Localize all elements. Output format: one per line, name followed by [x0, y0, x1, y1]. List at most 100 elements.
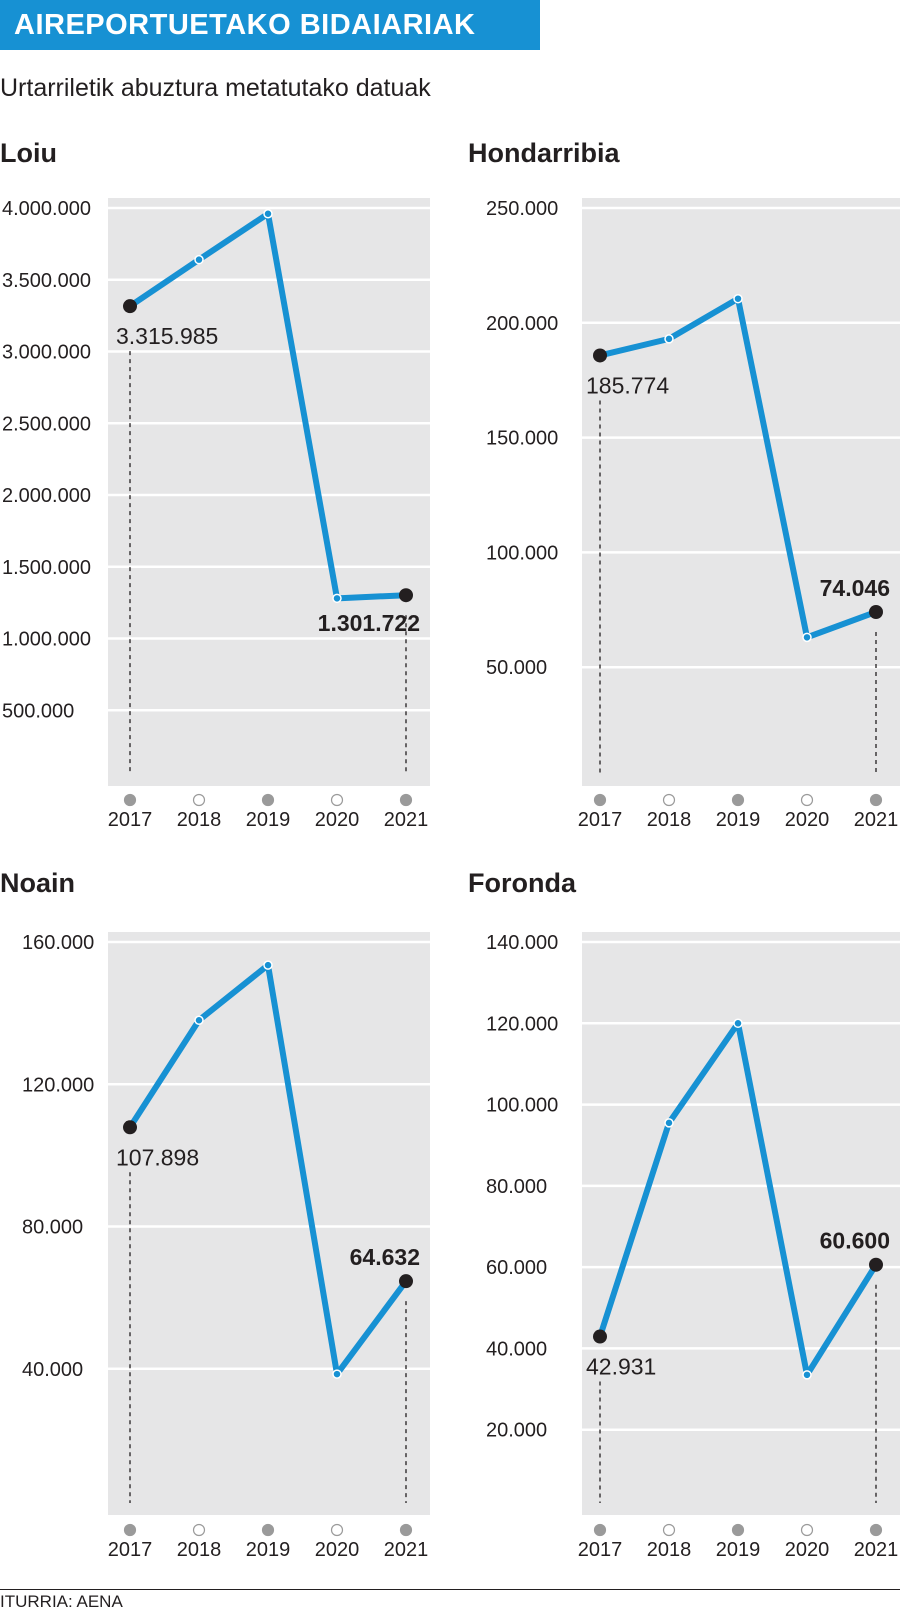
- title-banner: AIREPORTUETAKO BIDAIARIAK: [0, 0, 540, 50]
- x-tick-label: 2017: [578, 1539, 623, 1561]
- data-point-2021: [399, 588, 413, 603]
- x-tick-label: 2021: [854, 1539, 899, 1561]
- chart-panel-foronda: 20.000 40.000 60.000 80.000 100.000 120.000 14…: [468, 868, 900, 1561]
- y-tick-label: 120.000: [486, 1013, 558, 1035]
- x-tick-label: 2017: [108, 1539, 153, 1561]
- x-tick-label: 2019: [716, 1539, 761, 1561]
- year-dot: [731, 793, 745, 807]
- data-point-2021: [399, 1274, 413, 1289]
- year-dot: [399, 793, 413, 807]
- x-tick-label: 2017: [108, 809, 153, 831]
- year-dot: [731, 1523, 745, 1537]
- data-label: 107.898: [116, 1144, 199, 1170]
- panel-title: Loiu: [0, 138, 57, 168]
- y-tick-label: 2.500.000: [2, 413, 91, 435]
- year-dot: [261, 793, 275, 807]
- data-point-2018: [194, 1015, 204, 1025]
- data-point-2018: [194, 254, 204, 265]
- data-point-2017: [593, 348, 607, 363]
- x-tick-label: 2019: [246, 1539, 291, 1561]
- plot-background: [108, 198, 430, 786]
- year-dot: [869, 793, 883, 807]
- data-point-2021: [869, 604, 883, 619]
- data-label: 74.046: [820, 575, 890, 601]
- y-tick-label: 3.500.000: [2, 270, 91, 292]
- data-point-2019: [263, 960, 273, 970]
- y-tick-label: 100.000: [486, 542, 558, 564]
- data-point-2018: [664, 334, 674, 344]
- data-point-2020: [332, 1369, 342, 1379]
- x-tick-label: 2020: [315, 809, 360, 831]
- data-point-2019: [733, 1018, 743, 1029]
- plot-background: [582, 198, 900, 786]
- x-tick-label: 2020: [785, 809, 830, 831]
- year-dot: [123, 1523, 137, 1537]
- x-tick-label: 2018: [647, 809, 692, 831]
- x-tick-label: 2019: [716, 809, 761, 831]
- chart-panel-noain: 40.000 80.000 120.000 160.000 Noain 107.898 64…: [0, 868, 430, 1561]
- year-dot: [662, 1523, 676, 1537]
- x-tick-label: 2021: [854, 809, 899, 831]
- y-tick-label: 40.000: [486, 1338, 547, 1360]
- y-tick-label: 250.000: [486, 198, 558, 220]
- year-dot: [330, 1523, 344, 1537]
- y-tick-label: 200.000: [486, 313, 558, 335]
- y-tick-label: 120.000: [22, 1074, 94, 1096]
- y-tick-label: 40.000: [22, 1359, 83, 1381]
- year-dot: [593, 1523, 607, 1537]
- plot-background: [108, 932, 430, 1515]
- chart-panel-loiu: 500.000 1.000.000 1.500.000 2.000.000 2.500.…: [0, 138, 430, 831]
- data-point-2020: [802, 632, 812, 643]
- y-tick-label: 80.000: [486, 1176, 547, 1198]
- y-tick-label: 140.000: [486, 932, 558, 954]
- y-tick-label: 80.000: [22, 1217, 83, 1239]
- page-title: AIREPORTUETAKO BIDAIARIAK: [14, 8, 476, 41]
- data-point-2018: [664, 1118, 674, 1128]
- y-tick-label: 2.000.000: [2, 485, 91, 507]
- data-label: 64.632: [350, 1244, 420, 1270]
- y-tick-label: 3.000.000: [2, 342, 91, 364]
- year-dot: [800, 793, 814, 807]
- panel-title: Foronda: [468, 868, 577, 898]
- year-dot: [593, 793, 607, 807]
- data-point-2020: [332, 593, 342, 604]
- x-tick-label: 2021: [384, 809, 429, 831]
- footer-divider: [0, 1589, 900, 1590]
- year-dot: [123, 793, 137, 807]
- x-tick-label: 2019: [246, 809, 291, 831]
- data-label: 185.774: [586, 372, 669, 398]
- y-tick-label: 1.000.000: [2, 629, 91, 651]
- year-dot: [800, 1523, 814, 1537]
- year-dot: [192, 1523, 206, 1537]
- y-tick-label: 20.000: [486, 1420, 547, 1442]
- x-tick-label: 2021: [384, 1539, 429, 1561]
- x-tick-label: 2017: [578, 809, 623, 831]
- y-tick-label: 150.000: [486, 428, 558, 450]
- year-dot: [399, 1523, 413, 1537]
- year-dot: [662, 793, 676, 807]
- data-point-2017: [123, 299, 137, 314]
- y-tick-label: 4.000.000: [2, 198, 91, 220]
- x-tick-label: 2018: [177, 1539, 222, 1561]
- panel-title: Noain: [0, 868, 75, 898]
- data-label: 1.301.722: [318, 610, 420, 636]
- x-tick-label: 2020: [315, 1539, 360, 1561]
- panel-title: Hondarribia: [468, 138, 621, 168]
- data-label: 3.315.985: [116, 323, 218, 349]
- plot-background: [582, 932, 900, 1515]
- data-point-2019: [733, 293, 743, 304]
- data-label: 60.600: [820, 1228, 890, 1254]
- page-subtitle: Urtarriletik abuztura metatutako datuak: [0, 74, 431, 102]
- year-dot: [261, 1523, 275, 1537]
- data-point-2021: [869, 1257, 883, 1272]
- data-point-2020: [802, 1370, 812, 1380]
- year-dot: [869, 1523, 883, 1537]
- year-dot: [192, 793, 206, 807]
- y-tick-label: 500.000: [2, 700, 74, 722]
- y-tick-label: 1.500.000: [2, 557, 91, 579]
- x-tick-label: 2018: [177, 809, 222, 831]
- y-tick-label: 160.000: [22, 932, 94, 954]
- y-tick-label: 100.000: [486, 1095, 558, 1117]
- x-tick-label: 2018: [647, 1539, 692, 1561]
